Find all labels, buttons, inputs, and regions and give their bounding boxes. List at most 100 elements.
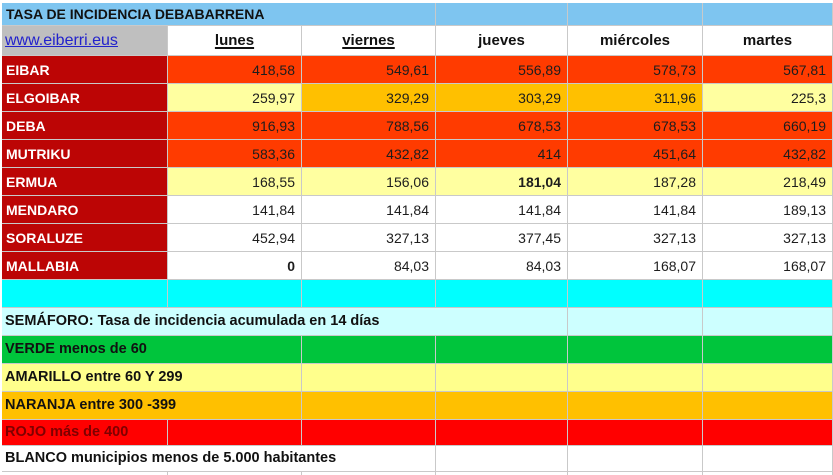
value-cell-text: 181,04 xyxy=(518,173,561,190)
value-cell: 189,13 xyxy=(703,196,833,224)
spacer-cell xyxy=(168,280,302,308)
spacer-cell xyxy=(436,280,568,308)
semaforo-empty-cell xyxy=(703,308,833,336)
value-cell: 327,13 xyxy=(568,224,703,252)
day-header-lunes-text: lunes xyxy=(214,32,255,49)
value-cell: 556,89 xyxy=(436,56,568,84)
value-cell: 0 xyxy=(168,252,302,280)
municipality-label-mendaro-text: MENDARO xyxy=(6,201,79,218)
value-cell: 678,53 xyxy=(436,112,568,140)
spacer-cell xyxy=(302,280,436,308)
value-cell: 303,29 xyxy=(436,84,568,112)
bottom-partial-cell xyxy=(568,472,703,475)
value-cell-text: 84,03 xyxy=(525,257,561,274)
value-cell-text: 678,53 xyxy=(518,117,561,134)
title-empty-cell xyxy=(436,3,568,26)
day-header-jueves: jueves xyxy=(436,26,568,56)
value-cell-text: 432,82 xyxy=(386,145,429,162)
legend-label-pure_red: ROJO más de 400 xyxy=(2,420,168,446)
municipality-label-mallabia: MALLABIA xyxy=(2,252,168,280)
municipality-label-deba: DEBA xyxy=(2,112,168,140)
legend-color-cell-orange xyxy=(703,392,833,420)
legend-color-cell-orange xyxy=(436,392,568,420)
value-cell: 414 xyxy=(436,140,568,168)
value-cell-text: 141,84 xyxy=(386,201,429,218)
title-empty-cell xyxy=(568,3,703,26)
municipality-label-mutriku-text: MUTRIKU xyxy=(6,145,71,162)
value-cell-text: 451,64 xyxy=(653,145,696,162)
municipality-label-elgoibar-text: ELGOIBAR xyxy=(6,89,80,106)
value-cell-text: 583,36 xyxy=(252,145,295,162)
legend-color-cell-yellow_legend xyxy=(568,364,703,392)
website-link-cell[interactable]: www.eiberri.eus xyxy=(2,26,168,56)
value-cell: 451,64 xyxy=(568,140,703,168)
value-cell: 788,56 xyxy=(302,112,436,140)
value-cell-text: 189,13 xyxy=(783,201,826,218)
legend-label-yellow_legend-text: AMARILLO entre 60 Y 299 xyxy=(5,369,183,386)
value-cell: 218,49 xyxy=(703,168,833,196)
municipality-label-ermua: ERMUA xyxy=(2,168,168,196)
value-cell-text: 168,55 xyxy=(252,173,295,190)
value-cell: 583,36 xyxy=(168,140,302,168)
municipality-label-eibar-text: EIBAR xyxy=(6,61,50,78)
value-cell: 377,45 xyxy=(436,224,568,252)
value-cell: 432,82 xyxy=(703,140,833,168)
value-cell-text: 141,84 xyxy=(653,201,696,218)
legend-color-cell-orange xyxy=(568,392,703,420)
municipality-label-mallabia-text: MALLABIA xyxy=(6,257,80,274)
value-cell-text: 84,03 xyxy=(393,257,429,274)
legend-label-green: VERDE menos de 60 xyxy=(2,336,302,364)
municipality-label-deba-text: DEBA xyxy=(6,117,46,134)
legend-color-cell-pure_red xyxy=(703,420,833,446)
value-cell-text: 916,93 xyxy=(252,117,295,134)
value-cell: 141,84 xyxy=(302,196,436,224)
municipality-label-soraluze: SORALUZE xyxy=(2,224,168,252)
legend-color-cell-yellow_legend xyxy=(302,364,436,392)
value-cell: 660,19 xyxy=(703,112,833,140)
legend-color-cell-green xyxy=(302,336,436,364)
value-cell-text: 567,81 xyxy=(783,61,826,78)
value-cell-text: 225,3 xyxy=(790,89,826,106)
municipality-label-elgoibar: ELGOIBAR xyxy=(2,84,168,112)
value-cell-text: 327,13 xyxy=(386,229,429,246)
value-cell-text: 452,94 xyxy=(252,229,295,246)
value-cell-text: 141,84 xyxy=(518,201,561,218)
day-header-martes: martes xyxy=(703,26,833,56)
legend-color-cell-green xyxy=(703,336,833,364)
spacer-cell xyxy=(568,280,703,308)
value-cell-text: 327,13 xyxy=(653,229,696,246)
legend-color-cell-white xyxy=(436,446,568,472)
bottom-partial-cell xyxy=(168,472,302,475)
value-cell: 168,07 xyxy=(568,252,703,280)
website-link-cell-text[interactable]: www.eiberri.eus xyxy=(5,31,118,49)
bottom-partial-cell xyxy=(436,472,568,475)
spacer-cell xyxy=(703,280,833,308)
legend-color-cell-orange xyxy=(302,392,436,420)
value-cell-text: 187,28 xyxy=(653,173,696,190)
value-cell: 181,04 xyxy=(436,168,568,196)
semaforo-empty-cell xyxy=(568,308,703,336)
value-cell: 141,84 xyxy=(436,196,568,224)
value-cell-text: 218,49 xyxy=(783,173,826,190)
legend-color-cell-green xyxy=(436,336,568,364)
value-cell: 327,13 xyxy=(302,224,436,252)
day-header-miércoles-text: miércoles xyxy=(599,32,671,49)
legend-color-cell-pure_red xyxy=(302,420,436,446)
day-header-viernes: viernes xyxy=(302,26,436,56)
municipality-label-mutriku: MUTRIKU xyxy=(2,140,168,168)
value-cell-text: 156,06 xyxy=(386,173,429,190)
value-cell-text: 377,45 xyxy=(518,229,561,246)
legend-color-cell-pure_red xyxy=(436,420,568,446)
legend-color-cell-yellow_legend xyxy=(703,364,833,392)
legend-label-white-text: BLANCO municipios menos de 5.000 habitan… xyxy=(5,450,337,467)
value-cell: 187,28 xyxy=(568,168,703,196)
value-cell: 549,61 xyxy=(302,56,436,84)
municipality-label-soraluze-text: SORALUZE xyxy=(6,229,83,246)
value-cell-text: 141,84 xyxy=(252,201,295,218)
value-cell: 84,03 xyxy=(302,252,436,280)
legend-label-orange-text: NARANJA entre 300 -399 xyxy=(5,397,177,414)
value-cell-text: 678,53 xyxy=(653,117,696,134)
legend-color-cell-pure_red xyxy=(168,420,302,446)
value-cell-text: 556,89 xyxy=(518,61,561,78)
